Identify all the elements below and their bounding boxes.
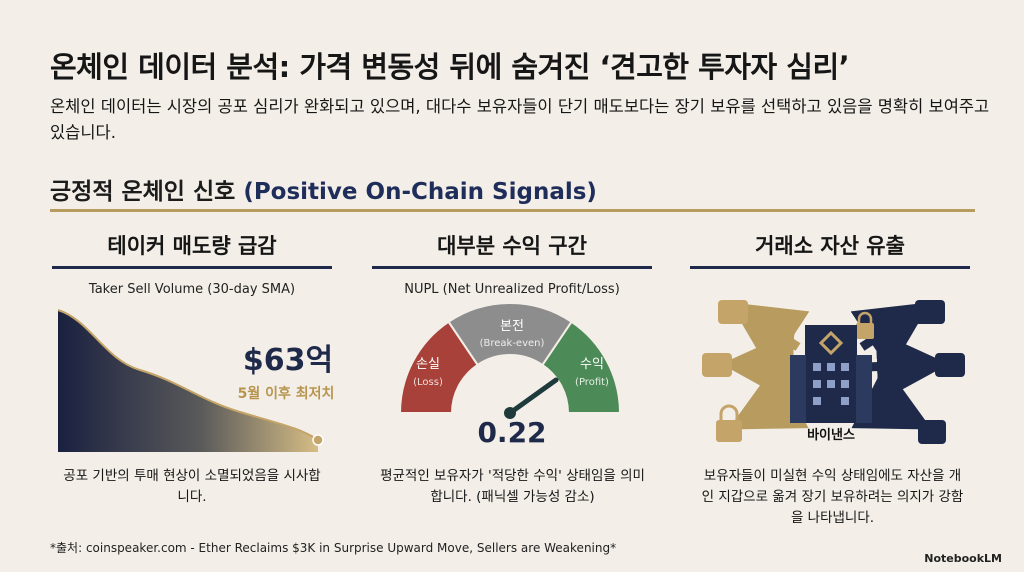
- icons: [702, 300, 965, 444]
- section-title: 긍정적 온체인 신호 (Positive On-Chain Signals): [50, 172, 597, 206]
- chart-label: NUPL (Net Unrealized Profit/Loss): [404, 282, 620, 297]
- zone-sub: (Profit): [575, 377, 609, 388]
- section-title-en: (Positive On-Chain Signals): [243, 179, 597, 205]
- highlight-value: $63억: [243, 343, 333, 378]
- heading-rule: [372, 266, 652, 269]
- panel-heading: 거래소 자산 유출: [755, 234, 905, 258]
- gauge-zone: [541, 320, 622, 414]
- needle: [507, 377, 559, 416]
- needle-pivot: [504, 407, 516, 419]
- sell-volume-illustration: $63억 5월 이후 최저치: [57, 309, 335, 452]
- zone-label: 손실: [416, 357, 440, 372]
- chart-label: Taker Sell Volume (30-day SMA): [88, 282, 296, 297]
- caption: 보유자들이 미실현 수익 상태임에도 자산을 개인 지갑으로 옮겨 장기 보유하…: [701, 468, 964, 526]
- nupl-gauge: 손실 (Loss) 본전 (Break-even) 수익 (Profit) 0.…: [398, 302, 622, 449]
- zone-label: 수익: [580, 357, 604, 372]
- brand: NotebookLM: [924, 552, 1002, 565]
- section-title-ko: 긍정적 온체인 신호: [50, 179, 236, 205]
- subtitle: 온체인 데이터는 시장의 공포 심리가 완화되고 있으며, 대다수 보유자들이 …: [50, 97, 990, 142]
- gauge-zone: [447, 302, 573, 367]
- divider: [50, 209, 975, 212]
- zone-sub: (Loss): [413, 377, 443, 388]
- trend-line: [57, 309, 319, 441]
- caption: 공포 기반의 투매 현상이 소멸되었음을 시사합니다.: [63, 468, 321, 505]
- outflow-illustration: 바이낸스: [702, 300, 965, 444]
- exchange-building: [790, 325, 872, 423]
- highlight-note: 5월 이후 최저치: [238, 385, 335, 402]
- title: 온체인 데이터 분석: 가격 변동성 뒤에 숨겨진 ‘견고한 투자자 심리’: [50, 50, 850, 84]
- end-dot: [312, 434, 324, 446]
- caption: 평균적인 보유자가 '적당한 수익' 상태임을 의미합니다. (패닉셀 가능성 …: [380, 468, 645, 505]
- panel-heading: 대부분 수익 구간: [437, 234, 587, 258]
- zone-label: 본전: [500, 319, 524, 334]
- area: [58, 310, 318, 452]
- source: *출처: coinspeaker.com - Ether Reclaims $3…: [50, 541, 617, 555]
- exchange-label: 바이낸스: [807, 427, 855, 443]
- nupl-value: 0.22: [477, 416, 546, 449]
- arrows: [721, 302, 949, 430]
- gauge-zone: [398, 320, 479, 414]
- heading-rule: [52, 266, 332, 269]
- panel-heading: 테이커 매도량 급감: [107, 234, 277, 258]
- heading-rule: [690, 266, 970, 269]
- zone-sub: (Break-even): [480, 338, 545, 349]
